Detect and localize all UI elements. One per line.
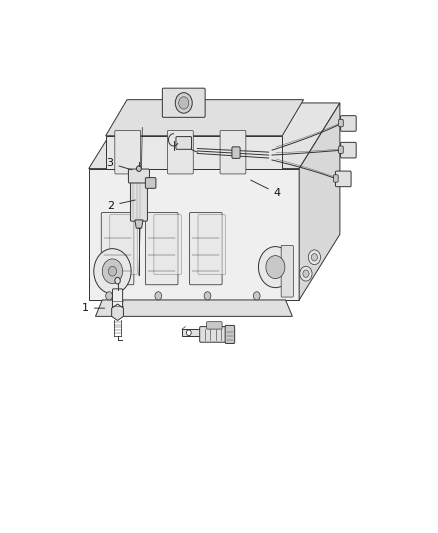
Polygon shape [299,103,340,300]
FancyBboxPatch shape [128,169,149,183]
FancyBboxPatch shape [154,215,181,274]
Circle shape [303,270,309,277]
Circle shape [253,292,260,300]
FancyBboxPatch shape [115,131,141,174]
Polygon shape [112,304,124,320]
Polygon shape [106,136,282,168]
FancyBboxPatch shape [339,146,343,154]
Circle shape [266,256,285,279]
Circle shape [115,277,120,284]
Text: 2: 2 [107,200,135,211]
Polygon shape [135,220,143,228]
Circle shape [102,259,123,284]
Circle shape [311,254,318,261]
FancyBboxPatch shape [336,171,351,187]
Circle shape [204,292,211,300]
FancyBboxPatch shape [206,322,222,329]
FancyBboxPatch shape [131,180,148,221]
Circle shape [108,266,117,276]
Text: 4: 4 [251,180,281,198]
FancyBboxPatch shape [198,215,226,274]
FancyBboxPatch shape [341,142,356,158]
Circle shape [155,292,162,300]
Polygon shape [88,103,340,168]
FancyBboxPatch shape [190,213,222,285]
FancyBboxPatch shape [232,147,240,158]
FancyBboxPatch shape [101,213,134,285]
Polygon shape [88,168,299,300]
Circle shape [137,166,141,172]
FancyBboxPatch shape [220,131,246,174]
FancyBboxPatch shape [225,325,235,343]
Circle shape [106,292,113,300]
Polygon shape [106,100,304,136]
Text: 3: 3 [106,158,132,170]
FancyBboxPatch shape [110,215,137,274]
Circle shape [94,248,131,294]
Circle shape [300,266,312,281]
FancyBboxPatch shape [281,245,293,297]
Circle shape [258,247,292,288]
FancyBboxPatch shape [113,289,123,309]
FancyBboxPatch shape [176,136,191,149]
Circle shape [187,330,191,336]
FancyBboxPatch shape [145,177,156,188]
Text: 1: 1 [82,303,105,313]
FancyBboxPatch shape [145,213,178,285]
FancyBboxPatch shape [162,88,205,117]
FancyBboxPatch shape [339,119,343,127]
Polygon shape [182,329,201,336]
FancyBboxPatch shape [200,327,227,342]
Circle shape [175,93,192,113]
Polygon shape [95,300,293,317]
FancyBboxPatch shape [341,116,356,131]
FancyBboxPatch shape [167,131,193,174]
FancyBboxPatch shape [333,175,338,182]
Circle shape [308,250,321,265]
Circle shape [179,97,189,109]
